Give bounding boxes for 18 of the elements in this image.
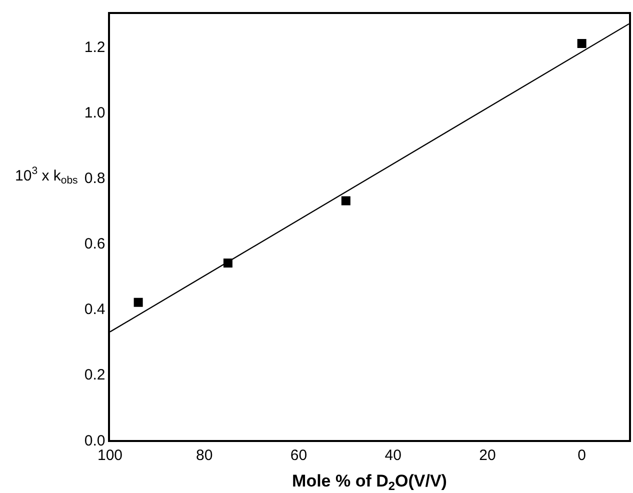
x-tick-label: 100 xyxy=(97,446,123,464)
y-tick-label: 1.2 xyxy=(84,39,106,56)
y-axis-title: 10$^{3}$ x k$_{obs}$ xyxy=(15,165,78,186)
point xyxy=(341,196,350,206)
x-tick-label: 40 xyxy=(384,446,402,464)
point xyxy=(134,298,143,307)
y-tick-label: 0.8 xyxy=(84,170,106,188)
x-tick-label: 80 xyxy=(196,446,213,464)
point xyxy=(577,38,586,48)
y-tick-label: 0.6 xyxy=(84,236,106,253)
y-tick-label: 0.2 xyxy=(84,366,106,384)
y-tick-label: 0.0 xyxy=(84,432,106,450)
y-tick-label: 0.4 xyxy=(84,301,106,318)
y-tick-label: 1.0 xyxy=(84,104,106,122)
x-tick-label: 60 xyxy=(290,446,308,464)
x-axis-title: Mole % of D$_{2}$O(V/V) xyxy=(292,471,447,493)
x-tick-label: 20 xyxy=(479,446,496,464)
x-tick-label: 0 xyxy=(578,446,586,464)
